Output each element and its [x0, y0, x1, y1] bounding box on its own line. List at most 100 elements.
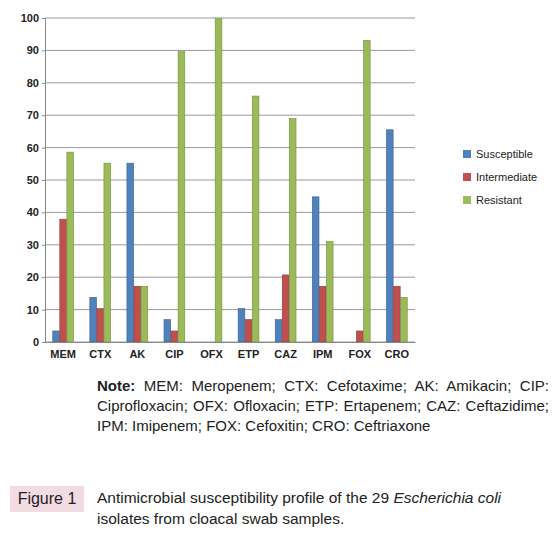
legend-label: Resistant: [476, 194, 522, 206]
grid-line: [45, 244, 415, 245]
tick-label: MEM: [50, 348, 76, 360]
legend-item: Resistant: [463, 194, 522, 206]
tick-mark: [42, 310, 45, 311]
legend: Susceptible Intermediate Resistant: [463, 148, 537, 206]
tick-mark: [42, 115, 45, 116]
grid-line: [45, 18, 415, 19]
bar: [171, 331, 178, 342]
tick-mark: [42, 50, 45, 51]
tick-label: 40: [27, 206, 39, 218]
tick-label: FOX: [348, 348, 371, 360]
y-axis-line: [42, 19, 46, 343]
grid-line: [45, 147, 415, 148]
tick-mark: [42, 342, 45, 343]
tick: MEM: [50, 342, 76, 360]
tick-label: AK: [129, 348, 145, 360]
tick: CAZ: [274, 342, 297, 360]
grid-line: [45, 50, 415, 51]
tick-label: 0: [33, 336, 39, 348]
tick-label: 60: [27, 142, 39, 154]
tick-label: IPM: [313, 348, 333, 360]
bar: [141, 286, 148, 342]
series: [53, 130, 393, 342]
tick-mark: [42, 277, 45, 278]
legend-label: Susceptible: [476, 148, 533, 160]
y-axis: 0 10 20 30 40 50 60 70 80 90 100: [21, 12, 46, 348]
legend-swatch: [463, 150, 471, 158]
bar: [178, 51, 185, 342]
tick: 10: [27, 304, 45, 316]
tick-label: 30: [27, 239, 39, 251]
tick: CTX: [89, 342, 112, 360]
tick-label: CRO: [385, 348, 410, 360]
legend-label: Intermediate: [476, 171, 537, 183]
bar: [386, 130, 393, 342]
tick: 70: [27, 109, 45, 121]
bar: [363, 40, 370, 342]
bar: [208, 342, 215, 343]
bar: [201, 342, 208, 343]
bar: [245, 320, 252, 342]
note-label: Note:: [97, 377, 135, 394]
tick: 0: [33, 336, 45, 348]
tick: AK: [129, 342, 145, 360]
bar: [282, 275, 289, 342]
tick-label: 90: [27, 44, 39, 56]
tick-mark: [42, 180, 45, 181]
tick: ETP: [238, 342, 259, 360]
series: [67, 18, 407, 342]
x-axis-line: [46, 342, 416, 343]
bar: [97, 309, 104, 342]
bar: [53, 331, 60, 342]
bar: [127, 163, 134, 342]
caption-part: isolates from cloacal swab samples.: [97, 510, 344, 527]
tick-mark: [42, 245, 45, 246]
tick: 60: [27, 142, 45, 154]
bars: [53, 18, 407, 342]
tick-mark: [42, 212, 45, 213]
grid-line: [45, 212, 415, 213]
tick-mark: [42, 18, 45, 19]
legend-swatch: [463, 173, 471, 181]
grid-line: [45, 277, 415, 278]
grid: [45, 18, 415, 342]
bar: [356, 331, 363, 342]
tick-label: OFX: [200, 348, 223, 360]
bar: [319, 286, 326, 342]
legend-item: Intermediate: [463, 171, 537, 183]
bar: [215, 18, 222, 342]
legend-swatch: [463, 196, 471, 204]
tick: IPM: [313, 342, 333, 360]
bar: [60, 219, 67, 342]
note-text: MEM: Meropenem; CTX: Cefotaxime; AK: Ami…: [97, 377, 549, 434]
bar: [67, 152, 74, 342]
plot: 0 10 20 30 40 50 60 70 80 90 100 MEM CTX AK CIP OFX ETP C…: [21, 12, 416, 360]
bar: [134, 286, 141, 342]
figure-label: Figure 1: [10, 486, 84, 512]
tick: 80: [27, 77, 45, 89]
tick: 30: [27, 239, 45, 251]
tick: 40: [27, 206, 45, 218]
tick: 50: [27, 174, 45, 186]
tick: FOX: [348, 342, 371, 360]
tick-label: 10: [27, 304, 39, 316]
tick: 20: [27, 271, 45, 283]
bar: [164, 320, 171, 342]
tick-mark: [42, 148, 45, 149]
grid-line: [45, 115, 415, 116]
bar: [289, 118, 296, 342]
bar: [238, 309, 245, 342]
caption-part: Escherichia coli: [393, 489, 501, 506]
tick-label: 50: [27, 174, 39, 186]
tick-label: CIP: [165, 348, 183, 360]
bar: [401, 297, 408, 342]
tick-label: CTX: [89, 348, 112, 360]
tick-label: 80: [27, 77, 39, 89]
grid-line: [45, 180, 415, 181]
tick-label: 100: [21, 12, 39, 24]
bar: [275, 320, 282, 342]
caption-part: Antimicrobial susceptibility profile of …: [97, 489, 393, 506]
bar: [393, 286, 400, 342]
bar: [252, 96, 259, 342]
tick-label: 70: [27, 109, 39, 121]
